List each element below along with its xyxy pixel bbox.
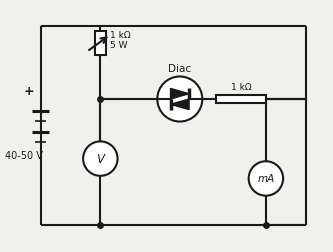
Text: +: + [24, 85, 35, 98]
FancyBboxPatch shape [216, 96, 266, 104]
Polygon shape [170, 100, 189, 110]
Text: 1 kΩ: 1 kΩ [110, 31, 130, 40]
Text: 40-50 V: 40-50 V [5, 151, 43, 161]
Polygon shape [170, 89, 189, 100]
Circle shape [157, 77, 202, 122]
Text: V: V [96, 152, 104, 166]
Text: Diac: Diac [168, 63, 191, 73]
FancyBboxPatch shape [95, 32, 106, 56]
Circle shape [83, 142, 118, 176]
Text: 1 kΩ: 1 kΩ [231, 83, 251, 91]
Text: 5 W: 5 W [110, 41, 127, 50]
Text: mA: mA [257, 174, 274, 184]
Circle shape [249, 162, 283, 196]
